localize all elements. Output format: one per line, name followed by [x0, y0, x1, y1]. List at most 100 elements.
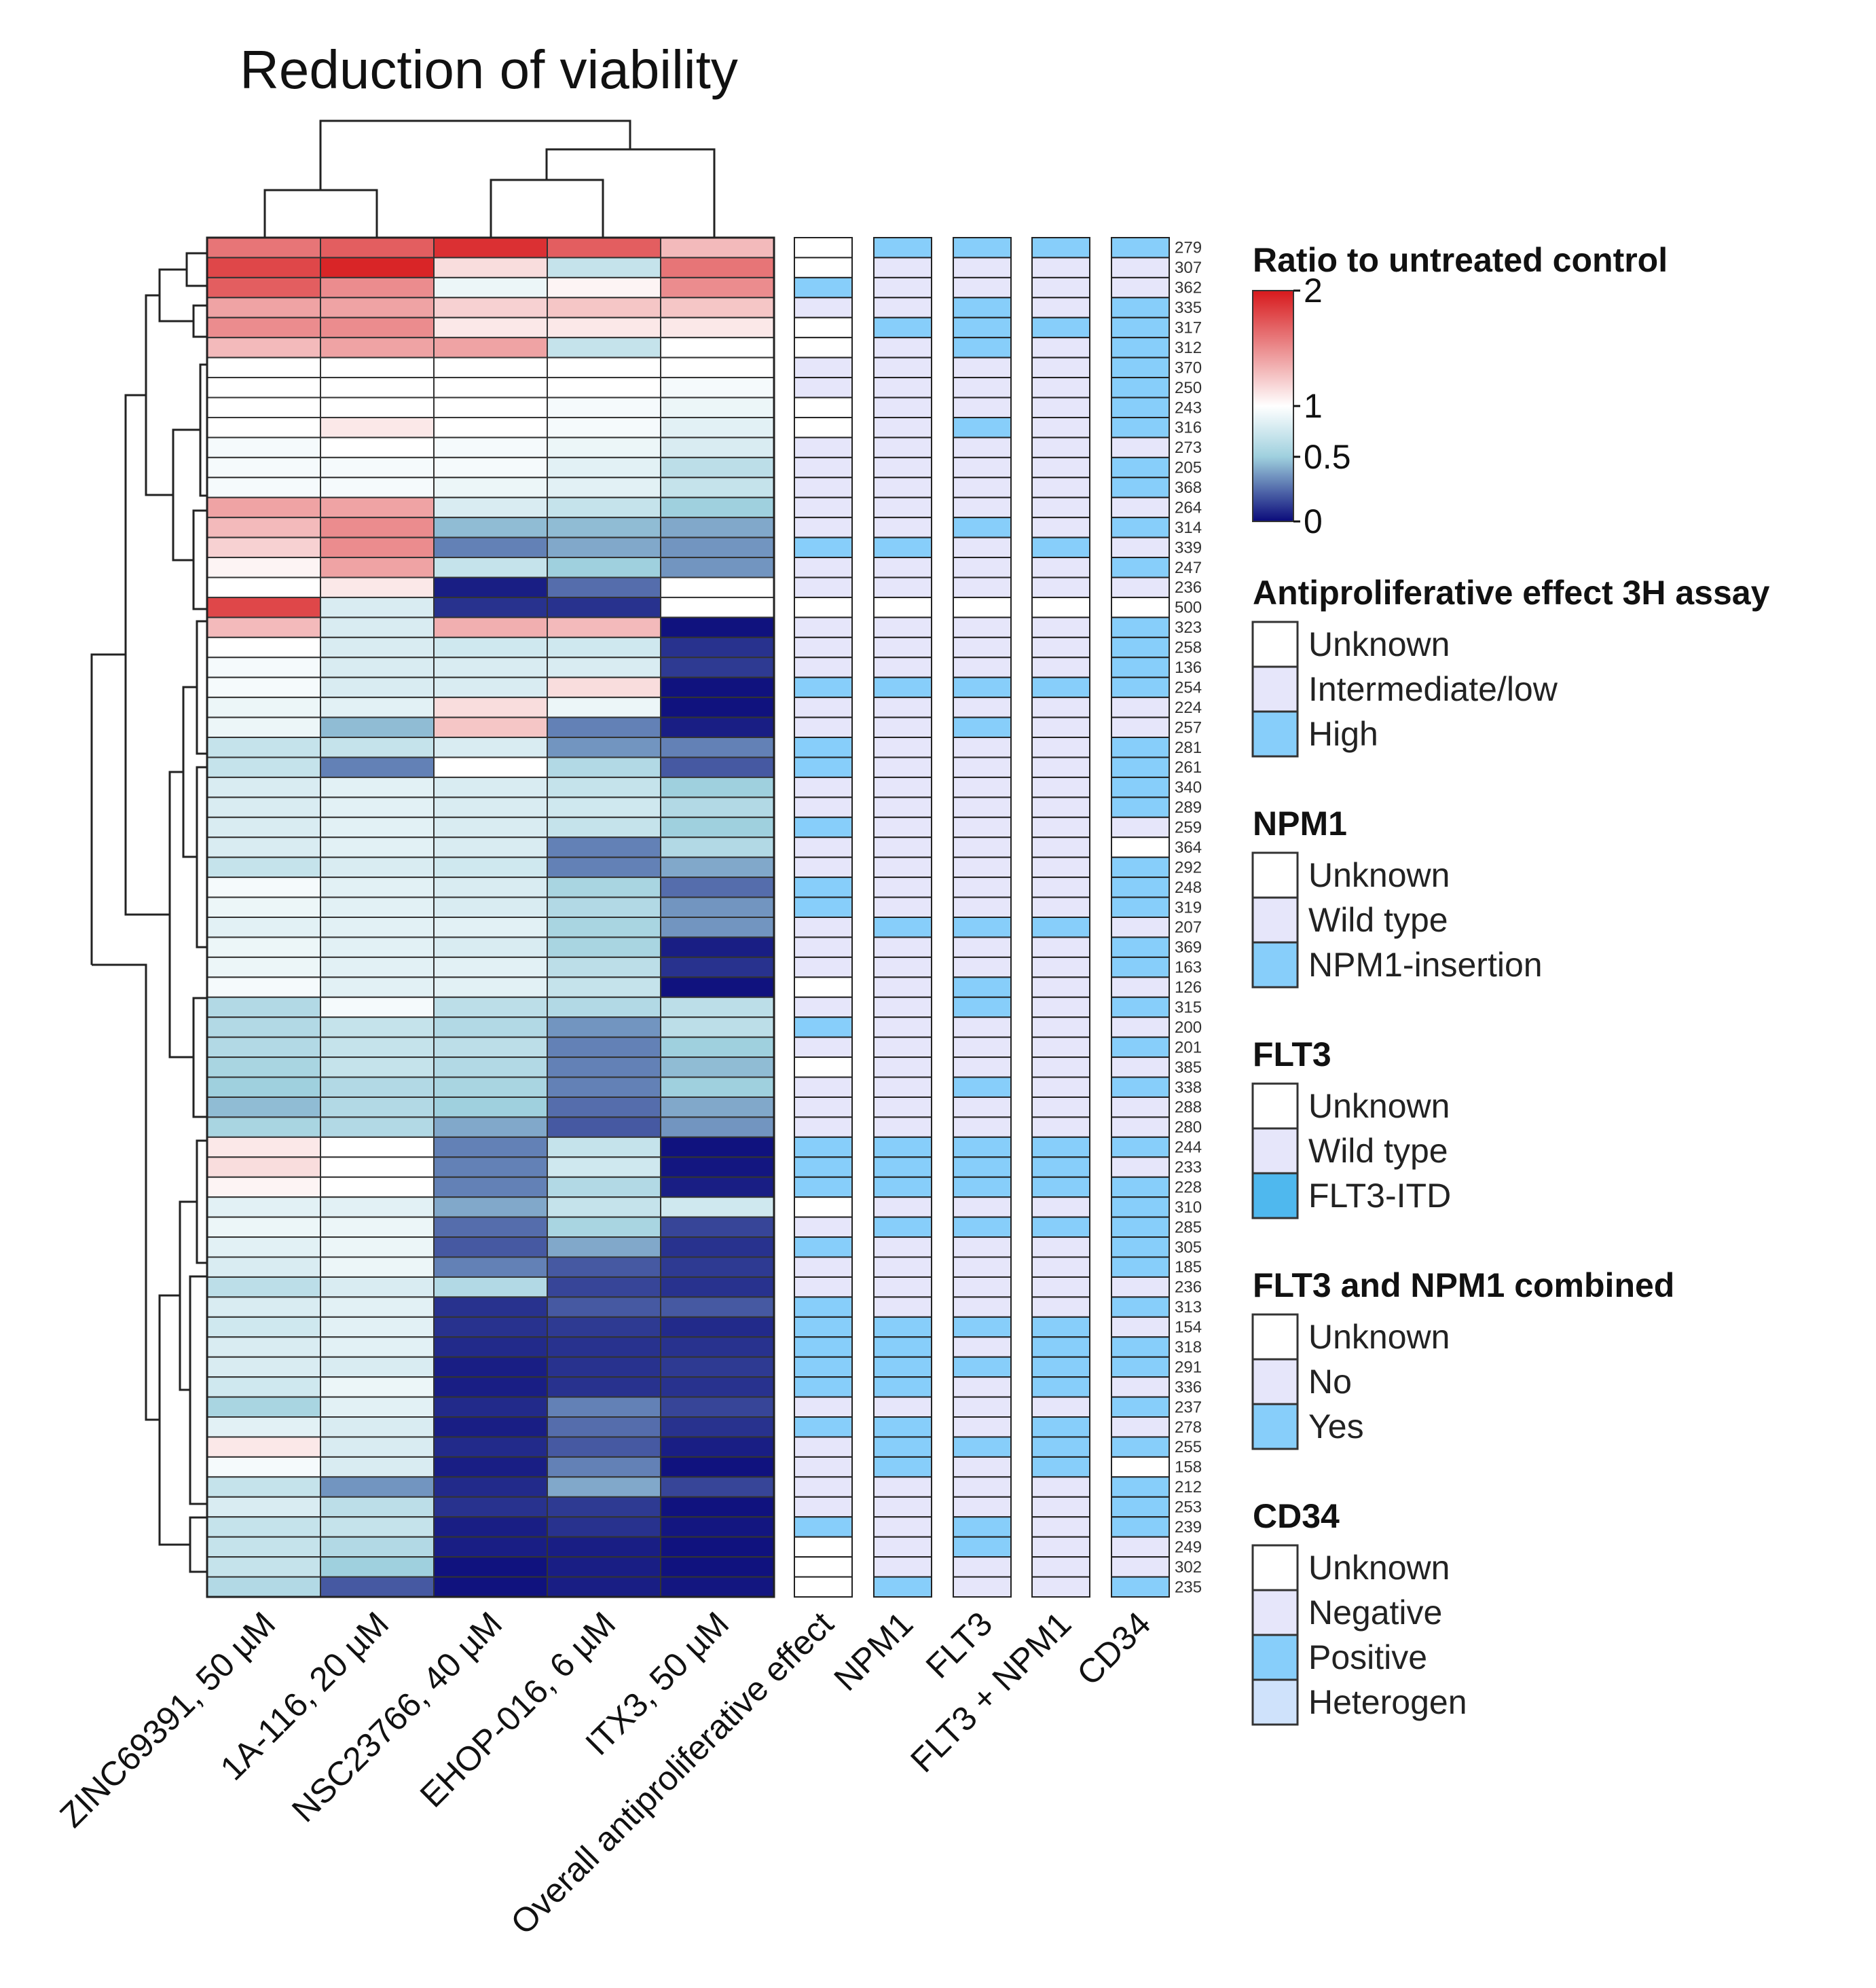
annotation-cell [1111, 1376, 1170, 1398]
heat-cell [206, 397, 321, 418]
annotation-cell [1111, 1256, 1170, 1278]
annotation-cell [873, 1456, 932, 1478]
heat-cell [433, 776, 548, 798]
row-label: 338 [1175, 1078, 1202, 1097]
annotation-cell [1111, 616, 1170, 638]
heat-cell [547, 437, 661, 458]
annotation-cell [1031, 956, 1090, 978]
annotation-cell [1111, 316, 1170, 339]
heat-cell [547, 1356, 661, 1378]
heat-cell [660, 1516, 775, 1538]
row-label: 323 [1175, 619, 1202, 637]
annotation-cell [794, 1056, 853, 1078]
row-label: 243 [1175, 399, 1202, 417]
annotation-cell [1031, 1556, 1090, 1578]
heat-cell [206, 316, 321, 339]
heat-cell [433, 257, 548, 278]
row-label: 254 [1175, 678, 1202, 697]
annotation-cell [1031, 716, 1090, 739]
heat-cell [320, 337, 435, 358]
annotation-cell [1031, 936, 1090, 958]
heat-cell [320, 1136, 435, 1158]
heat-cell [660, 856, 775, 879]
annotation-cell [794, 1496, 853, 1518]
annotation-cell [1031, 397, 1090, 418]
heat-cell [547, 1376, 661, 1398]
heat-cell [206, 877, 321, 898]
heat-cell [547, 1276, 661, 1298]
annotation-cell [873, 776, 932, 798]
row-label: 264 [1175, 498, 1202, 517]
annotation-cell [953, 456, 1012, 479]
heat-cell [547, 1416, 661, 1438]
row-label: 212 [1175, 1478, 1202, 1496]
annotation-cell [873, 856, 932, 879]
annotation-cell [873, 1076, 932, 1098]
legend-swatch [1251, 851, 1299, 899]
heat-cell [547, 1296, 661, 1318]
heat-cell [206, 1196, 321, 1218]
category-legends: Antiproliferative effect 3H assay Unknown… [1251, 574, 1770, 1726]
legend-item-label: Unknown [1308, 1087, 1450, 1125]
heat-cell [547, 1336, 661, 1358]
heat-cell [547, 1156, 661, 1178]
heat-cell [320, 437, 435, 458]
annotation-cell [1031, 996, 1090, 1018]
annotation-cell [794, 276, 853, 299]
heat-cell [206, 517, 321, 538]
annotation-cell [1111, 657, 1170, 678]
heat-cell [660, 576, 775, 598]
heat-cell [547, 756, 661, 778]
annotation-cell [1111, 596, 1170, 619]
heat-cell [547, 1536, 661, 1558]
row-label: 281 [1175, 739, 1202, 757]
annotation-cell [794, 996, 853, 1018]
heat-cell [547, 737, 661, 758]
annotation-cell [1031, 576, 1090, 598]
heat-cell [206, 1156, 321, 1178]
heat-cell [433, 1556, 548, 1578]
annotation-cell [873, 257, 932, 278]
legend-swatch [1251, 1172, 1299, 1219]
heat-cell [320, 356, 435, 379]
heat-cell [547, 1436, 661, 1458]
row-label: 250 [1175, 379, 1202, 397]
heat-cell [206, 356, 321, 379]
annotation-cell [1031, 1296, 1090, 1318]
annotation-cell [1111, 557, 1170, 578]
row-label: 236 [1175, 1278, 1202, 1297]
row-label: 364 [1175, 839, 1202, 857]
heat-cell [206, 1116, 321, 1138]
heat-cell [206, 836, 321, 858]
heat-cell [433, 956, 548, 978]
annotation-cell [794, 1156, 853, 1178]
heat-cell [547, 276, 661, 299]
heat-cell [547, 496, 661, 519]
heat-cell [206, 1316, 321, 1338]
annotation-cell [953, 1076, 1012, 1098]
heat-cell [660, 1016, 775, 1038]
heat-cell [320, 856, 435, 879]
row-label: 312 [1175, 339, 1202, 357]
heat-cell [547, 816, 661, 839]
heat-cell [660, 237, 775, 259]
heat-cell [320, 996, 435, 1018]
col-dendro-branch [319, 119, 631, 190]
heat-cell [320, 896, 435, 919]
annotation-cell [1111, 1176, 1170, 1198]
heat-cell [660, 756, 775, 778]
heat-cell [433, 1336, 548, 1358]
heat-cell [660, 816, 775, 839]
heat-cell [433, 356, 548, 379]
annotation-cell [1111, 836, 1170, 858]
annotation-cell [953, 1176, 1012, 1198]
annotation-cell [1031, 636, 1090, 659]
heat-cell [660, 1456, 775, 1478]
heat-cell [320, 276, 435, 299]
heat-cell [320, 976, 435, 998]
annotation-cell [1031, 1516, 1090, 1538]
annotation-cell [953, 557, 1012, 578]
heat-cell [660, 956, 775, 978]
annotation-cell [953, 1476, 1012, 1498]
annotation-cell [794, 676, 853, 699]
